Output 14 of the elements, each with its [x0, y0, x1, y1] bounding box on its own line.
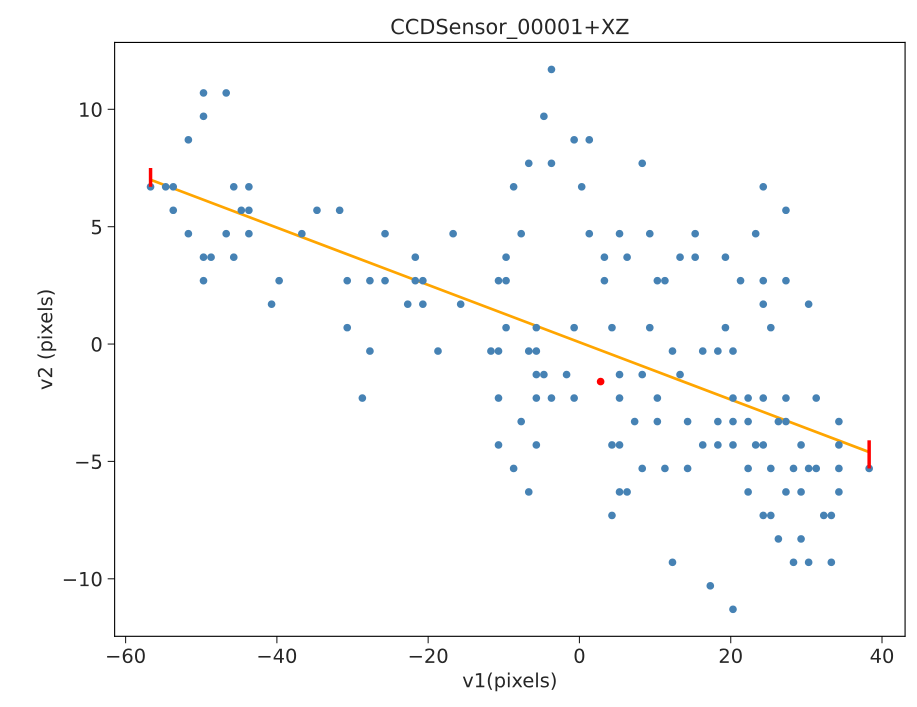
x-tick-label: −60	[107, 648, 145, 664]
y-tick-label: 10	[80, 102, 102, 117]
x-tick-label: 0	[574, 648, 584, 664]
x-tick-label: 20	[720, 648, 742, 664]
x-tick-label: −40	[258, 648, 296, 664]
chart-title: CCDSensor_00001+XZ	[391, 18, 629, 39]
y-tick-label: −10	[64, 572, 102, 586]
x-tick-label: −20	[410, 648, 448, 664]
y-tick-label: −5	[76, 454, 102, 470]
x-tick-label: 40	[870, 648, 894, 664]
y-tick-label: 5	[92, 220, 102, 234]
x-axis-title: v1(pixels)	[462, 672, 556, 692]
y-tick-label: 0	[92, 337, 102, 352]
y-axis-title: v2 (pixels)	[37, 290, 56, 390]
